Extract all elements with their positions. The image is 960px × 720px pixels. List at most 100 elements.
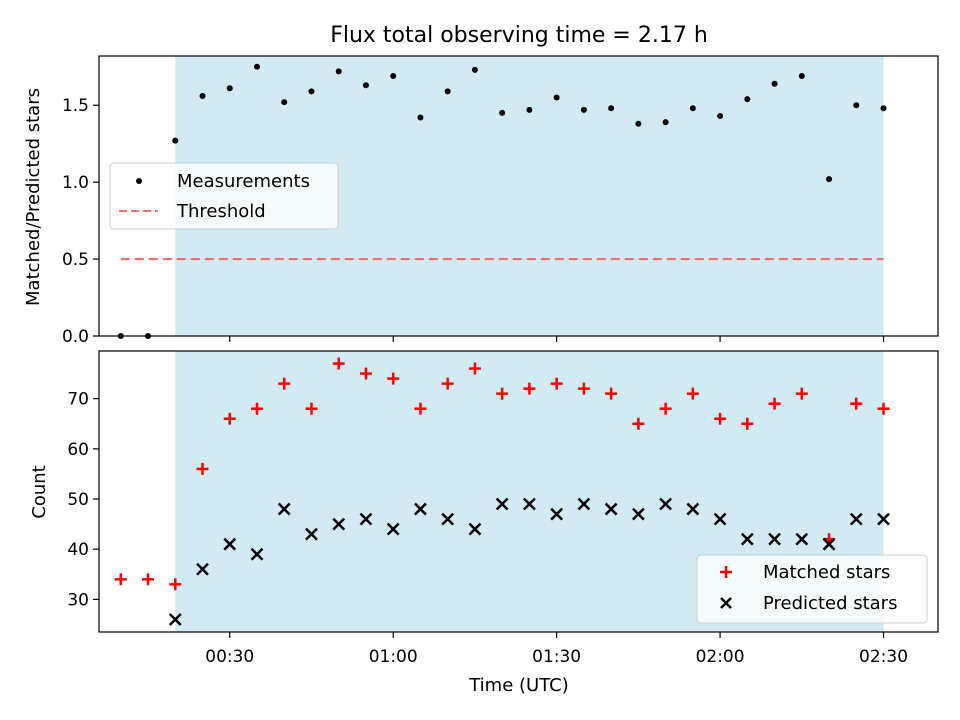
measurements-point — [471, 66, 478, 73]
measurements-point — [771, 80, 778, 87]
predicted-stars-point — [414, 502, 427, 516]
measurements-point — [853, 102, 860, 109]
measurements-point — [880, 105, 887, 112]
matched-stars-point — [605, 387, 618, 400]
legend-threshold-label: Threshold — [176, 201, 266, 222]
top-legend-box — [109, 162, 339, 230]
matched-stars-point — [414, 402, 427, 415]
measurements-point — [580, 106, 587, 113]
bottom-ytick-label: 60 — [67, 440, 89, 460]
xtick-label: 01:30 — [532, 647, 581, 667]
measurements-point — [362, 82, 369, 89]
predicted-stars-point — [550, 507, 564, 521]
bottom-ytick-label: 70 — [67, 390, 89, 410]
legend-measurements-marker — [136, 178, 142, 184]
matched-stars-point — [142, 573, 155, 586]
legend-matched-label: Matched stars — [763, 562, 890, 583]
matched-stars-point — [223, 412, 236, 425]
matched-stars-point — [795, 387, 808, 400]
matched-stars-point — [659, 402, 672, 415]
xtick-label: 00:30 — [205, 647, 254, 667]
matched-stars-point — [387, 372, 400, 385]
predicted-stars-point — [168, 613, 182, 626]
bottom-ytick-label: 30 — [67, 590, 89, 610]
matched-stars-point — [359, 367, 372, 380]
matched-stars-point — [523, 382, 536, 395]
measurements-point — [526, 106, 533, 113]
predicted-stars-point — [359, 512, 373, 526]
legend-predicted-marker — [720, 597, 732, 609]
matched-stars-point — [768, 397, 781, 410]
predicted-stars-point — [877, 512, 890, 526]
top-panel: 0.0 0.5 1.0 1.5 Matched/Predicted stars Mea… — [23, 55, 939, 347]
predicted-stars-point — [386, 522, 400, 536]
matched-stars-point — [714, 412, 727, 425]
measurements-point — [390, 73, 397, 79]
measurements-point — [717, 113, 724, 119]
predicted-stars-point — [659, 497, 672, 511]
measurements-point — [172, 137, 179, 144]
xtick-label: 02:00 — [696, 647, 745, 667]
predicted-stars-point — [740, 532, 754, 546]
measurements-point — [662, 119, 669, 126]
predicted-stars-point — [223, 537, 237, 551]
predicted-stars-point — [523, 497, 536, 511]
matched-stars-point — [850, 397, 863, 410]
matched-stars-point — [496, 387, 509, 400]
predicted-stars-point — [631, 507, 645, 521]
predicted-stars-point — [604, 502, 618, 516]
top-y-axis-label: Matched/Predicted stars — [23, 88, 44, 306]
bottom-panel: 30 40 50 60 70 00:30 01:00 01:30 02:00 02:30 Cou… — [29, 350, 939, 696]
measurements-point — [826, 176, 833, 183]
matched-stars-point — [877, 402, 890, 415]
legend-predicted-label: Predicted stars — [763, 593, 897, 614]
measurements-point — [199, 93, 206, 99]
measurements-point — [253, 63, 260, 70]
measurements-point — [553, 94, 560, 101]
predicted-stars-point — [441, 512, 455, 526]
top-ytick-label: 0.0 — [62, 327, 89, 347]
legend-matched-marker — [720, 566, 732, 578]
measurements-point — [226, 85, 233, 92]
measurements-point — [635, 120, 642, 127]
matched-stars-point — [332, 357, 345, 370]
measurements-point — [335, 68, 342, 75]
bottom-legend: Matched stars Predicted stars — [696, 554, 928, 624]
matched-stars-point — [468, 362, 481, 375]
predicted-stars-point — [768, 532, 781, 546]
predicted-stars-point — [713, 512, 727, 526]
xtick-label: 01:00 — [369, 647, 418, 667]
matched-stars-point — [577, 382, 590, 395]
matched-stars-point — [741, 417, 754, 430]
matched-stars-point — [305, 402, 318, 415]
predicted-stars-point — [468, 522, 482, 536]
top-ytick-label: 1.0 — [62, 173, 89, 193]
top-axes-frame — [98, 55, 939, 337]
bottom-y-axis-label: Count — [29, 465, 50, 518]
predicted-stars-point — [686, 502, 700, 516]
chart-title: Flux total observing time = 2.17 h — [330, 23, 708, 48]
measurements-point — [281, 99, 288, 106]
bottom-legend-box — [696, 554, 928, 624]
top-ytick-label: 0.5 — [62, 250, 89, 270]
top-legend: Measurements Threshold — [109, 162, 339, 230]
matched-stars-point — [550, 377, 563, 390]
measurements-point — [689, 105, 696, 112]
xtick-label: 02:30 — [859, 647, 908, 667]
predicted-stars-point — [305, 527, 318, 541]
matched-stars-point — [250, 402, 263, 415]
legend-measurements-label: Measurements — [177, 171, 310, 192]
predicted-stars-point — [250, 547, 264, 561]
measurements-point — [608, 105, 615, 112]
matched-stars-point — [632, 417, 645, 430]
measurements-point — [499, 109, 506, 116]
measurements-point — [798, 73, 805, 79]
matched-stars-point — [278, 377, 291, 390]
measurements-point — [308, 88, 315, 95]
measurements-point — [417, 114, 424, 121]
predicted-stars-point — [577, 497, 591, 511]
predicted-stars-point — [849, 512, 863, 526]
bottom-axes-frame — [98, 350, 939, 633]
matched-stars-point — [169, 578, 182, 591]
